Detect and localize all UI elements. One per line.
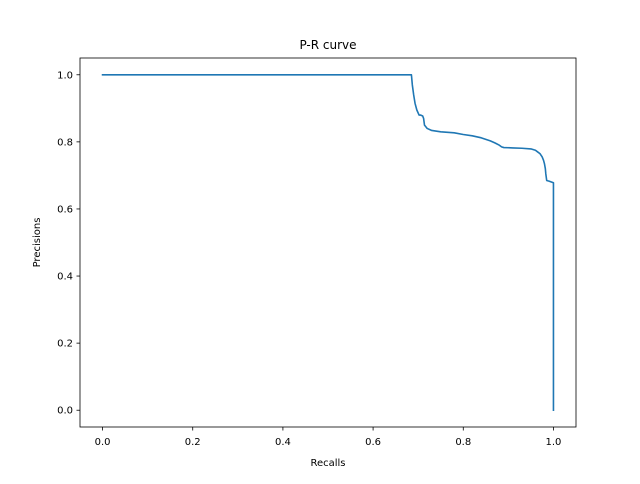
x-tick-label: 0.0	[95, 437, 111, 448]
y-tick-label: 0.2	[57, 339, 73, 350]
plot-area	[80, 58, 576, 427]
chart-title: P-R curve	[299, 38, 356, 52]
ticks-layer: 0.0 0.2 0.4 0.6 0.8 1.0 0.0 0.2 0.4 0.6 0.8 1.0	[57, 70, 561, 448]
y-tick-label: 1.0	[57, 70, 73, 81]
y-axis-label: Precisions	[32, 218, 43, 268]
y-tick-label: 0.6	[57, 204, 73, 215]
x-tick-label: 0.6	[365, 437, 381, 448]
x-tick-label: 1.0	[546, 437, 562, 448]
x-axis-label: Recalls	[310, 458, 345, 469]
pr-curve-line	[101, 73, 555, 412]
y-tick-label: 0.4	[57, 272, 73, 283]
y-tick-label: 0.8	[57, 137, 73, 148]
x-tick-label: 0.2	[185, 437, 201, 448]
x-tick-label: 0.8	[455, 437, 471, 448]
x-tick-label: 0.4	[275, 437, 291, 448]
curve-layer	[101, 73, 555, 412]
y-tick-label: 0.0	[57, 406, 73, 417]
axes-frame	[79, 57, 577, 428]
